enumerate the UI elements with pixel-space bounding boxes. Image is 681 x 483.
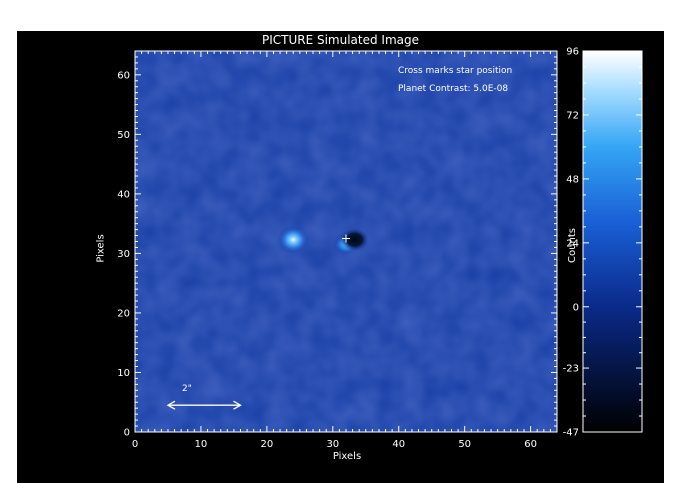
colorbar-tick-label: -47: [563, 428, 579, 439]
planet-blob: [277, 225, 310, 254]
annotation-contrast: Planet Contrast: 5.0E-08: [398, 84, 509, 94]
x-tick-label: 40: [392, 439, 405, 450]
y-tick-label: 60: [117, 70, 130, 81]
scale-bar-label: 2": [182, 384, 192, 394]
x-tick-label: 10: [195, 439, 208, 450]
y-tick-label: 30: [117, 249, 130, 260]
y-tick-label: 50: [117, 130, 130, 141]
y-tick-label: 20: [117, 308, 130, 319]
colorbar-tick-label: 0: [573, 302, 579, 313]
x-tick-label: 30: [326, 439, 339, 450]
colorbar-tick-label: 96: [566, 47, 579, 58]
x-tick-label: 60: [524, 439, 537, 450]
y-tick-label: 10: [117, 368, 130, 379]
colorbar-tick-label: 72: [566, 110, 579, 121]
dark-hole: [340, 228, 369, 251]
y-axis-label: Pixels: [95, 234, 107, 263]
annotation-marker: Cross marks star position: [398, 66, 513, 76]
colorbar-tick-label: 48: [566, 174, 579, 185]
x-tick-label: 0: [132, 439, 138, 450]
y-tick-label: 0: [124, 428, 130, 439]
colorbar-frame: [582, 50, 643, 433]
x-tick-label: 20: [261, 439, 274, 450]
chart-title: PICTURE Simulated Image: [261, 33, 420, 47]
scale-bar-left-arrow: [166, 400, 176, 410]
scale-bar-right-arrow: [233, 400, 242, 410]
colorbar-label: Counts: [566, 228, 578, 263]
x-tick-label: 50: [458, 439, 471, 450]
colorbar-tick-label: -23: [563, 364, 579, 375]
x-axis-label: Pixels: [332, 451, 362, 462]
colorbar-gradient: [583, 51, 642, 432]
y-tick-label: 40: [117, 189, 130, 200]
colorbar-tick-label: 24: [566, 238, 579, 249]
